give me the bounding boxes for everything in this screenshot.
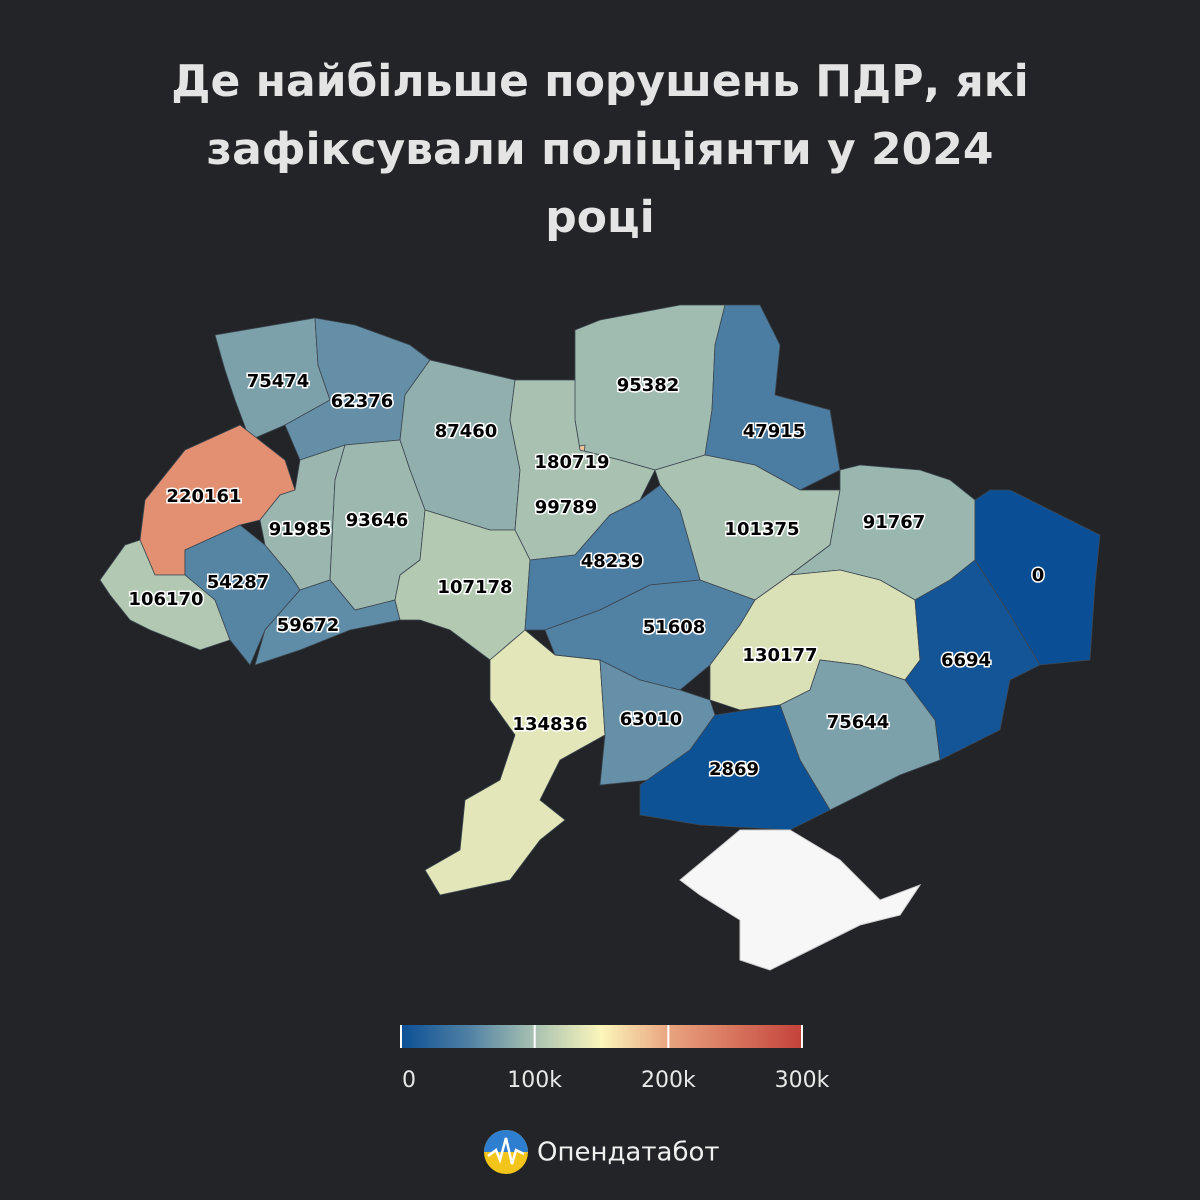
value-label: 220161: [166, 486, 241, 507]
region: [704, 304, 841, 491]
value-label: 75474: [247, 371, 310, 392]
value-label: 91767: [863, 512, 926, 533]
region: [904, 559, 1041, 761]
region: [639, 704, 831, 831]
chart-title: Де найбільше порушень ПДР, які зафіксува…: [171, 56, 1029, 243]
crimea: [679, 829, 922, 971]
value-label: 59672: [277, 615, 340, 636]
value-label: 87460: [435, 421, 498, 442]
colorbar-tick-label: 100k: [507, 1068, 562, 1093]
value-label: 47915: [743, 421, 806, 442]
value-label: 2869: [709, 759, 759, 780]
value-label: 75644: [827, 712, 890, 733]
value-label: 51608: [643, 617, 706, 638]
value-label: 99789: [535, 497, 598, 518]
value-label: 101375: [724, 519, 799, 540]
value-label: 0: [1032, 565, 1045, 586]
region: [974, 489, 1101, 666]
value-label: 130177: [742, 645, 817, 666]
value-label: 107178: [437, 577, 512, 598]
value-label: 93646: [346, 510, 409, 531]
value-label: 134836: [512, 714, 587, 735]
value-label: 62376: [331, 391, 394, 412]
value-label: 91985: [269, 519, 332, 540]
region: [424, 629, 606, 896]
region: [254, 579, 401, 666]
value-label: 6694: [941, 650, 991, 671]
colorbar-tick-label: 300k: [775, 1068, 830, 1093]
value-label: 180719: [534, 452, 609, 473]
brand-name: Опендатабот: [537, 1138, 720, 1168]
value-label: 95382: [617, 375, 680, 396]
colorbar-tick-label: 200k: [641, 1068, 696, 1093]
value-label: 63010: [620, 709, 683, 730]
region: [524, 484, 701, 631]
colorbar: [400, 1025, 803, 1048]
region: [394, 509, 531, 661]
brand-logo: [484, 1130, 528, 1174]
value-label: 54287: [207, 572, 270, 593]
value-label: 106170: [128, 589, 203, 610]
colorbar-tick-label: 0: [402, 1068, 416, 1093]
value-label: 48239: [581, 551, 644, 572]
